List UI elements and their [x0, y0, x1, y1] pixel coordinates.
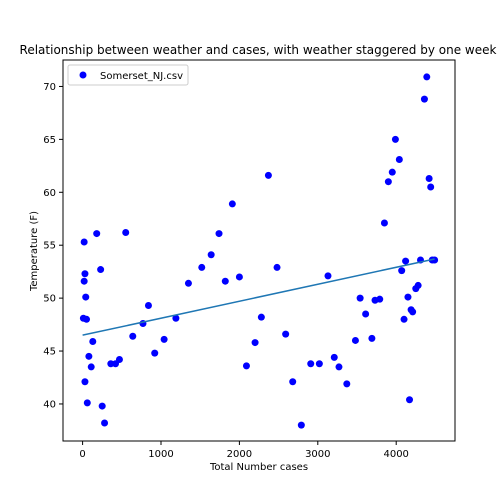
data-point: [215, 230, 223, 238]
data-point: [400, 315, 408, 323]
data-point: [129, 332, 137, 340]
data-point: [98, 402, 106, 410]
data-point: [384, 178, 392, 186]
data-point: [388, 168, 396, 176]
data-point: [80, 277, 88, 285]
data-point: [343, 380, 351, 388]
data-point: [324, 272, 332, 280]
data-point: [402, 257, 410, 265]
data-point: [235, 273, 243, 281]
y-tick-label: 50: [43, 294, 56, 305]
legend-label: Somerset_NJ.csv: [100, 71, 183, 82]
data-point: [81, 270, 89, 278]
trend-line: [82, 258, 435, 336]
data-point: [172, 314, 180, 322]
legend-marker: [79, 71, 87, 79]
data-point: [425, 175, 433, 183]
x-tick-label: 4000: [383, 449, 408, 460]
data-point: [115, 356, 123, 364]
y-tick-label: 65: [43, 135, 56, 146]
data-point: [362, 310, 370, 318]
y-tick-label: 60: [43, 188, 56, 199]
data-point: [93, 230, 101, 238]
data-point: [368, 334, 376, 342]
data-point: [184, 279, 192, 287]
x-tick-label: 0: [79, 449, 85, 460]
data-point: [330, 353, 338, 361]
data-point: [297, 421, 305, 429]
data-point: [82, 293, 90, 301]
y-tick-label: 55: [43, 241, 56, 252]
data-point: [289, 378, 297, 386]
x-tick-label: 1000: [148, 449, 173, 460]
data-point: [97, 266, 105, 274]
data-point: [315, 360, 323, 368]
data-point: [83, 315, 91, 323]
data-point: [423, 73, 431, 81]
data-point: [409, 308, 417, 316]
data-point: [307, 360, 315, 368]
legend: Somerset_NJ.csv: [67, 64, 189, 86]
plot-frame: [62, 59, 456, 442]
data-point: [414, 281, 422, 289]
data-point: [228, 200, 236, 208]
data-point: [101, 419, 109, 427]
data-point: [406, 396, 414, 404]
data-point: [85, 352, 93, 360]
data-point: [89, 338, 97, 346]
data-point: [257, 313, 265, 321]
data-point: [264, 171, 272, 179]
x-tick-label: 3000: [305, 449, 330, 460]
plot-area: [62, 59, 456, 442]
data-point: [83, 399, 91, 407]
data-point: [273, 263, 281, 271]
legend-frame: [67, 64, 189, 86]
data-point: [395, 155, 403, 163]
data-point: [122, 229, 130, 237]
x-axis-label: Total Number cases: [209, 462, 308, 473]
y-tick-label: 70: [43, 82, 56, 93]
x-axis: 0 1000 2000 3000 4000: [79, 441, 409, 460]
data-point: [207, 251, 215, 259]
data-point: [420, 95, 428, 103]
data-point: [242, 362, 250, 370]
y-axis-label: Temperature (F): [29, 211, 40, 292]
data-point: [251, 339, 259, 347]
data-point: [398, 267, 406, 275]
data-point: [151, 349, 159, 357]
y-tick-label: 40: [43, 399, 56, 410]
data-point: [160, 335, 168, 343]
data-point: [144, 302, 152, 310]
data-point: [380, 219, 388, 227]
x-tick-label: 2000: [227, 449, 252, 460]
data-point: [356, 294, 364, 302]
y-tick-label: 45: [43, 347, 56, 358]
data-point: [404, 293, 412, 301]
data-point: [282, 330, 290, 338]
data-point: [335, 363, 343, 371]
y-axis: 40 45 50 55 60 65 70: [43, 82, 63, 410]
data-point: [80, 238, 88, 246]
data-point: [351, 336, 359, 344]
data-point: [81, 378, 89, 386]
data-point: [427, 183, 435, 191]
data-point: [391, 135, 399, 143]
data-point: [376, 295, 384, 303]
data-point: [221, 277, 229, 285]
data-point: [198, 263, 206, 271]
data-point: [87, 363, 95, 371]
data-point: [431, 256, 439, 264]
chart-title: Relationship between weather and cases, …: [20, 43, 497, 57]
